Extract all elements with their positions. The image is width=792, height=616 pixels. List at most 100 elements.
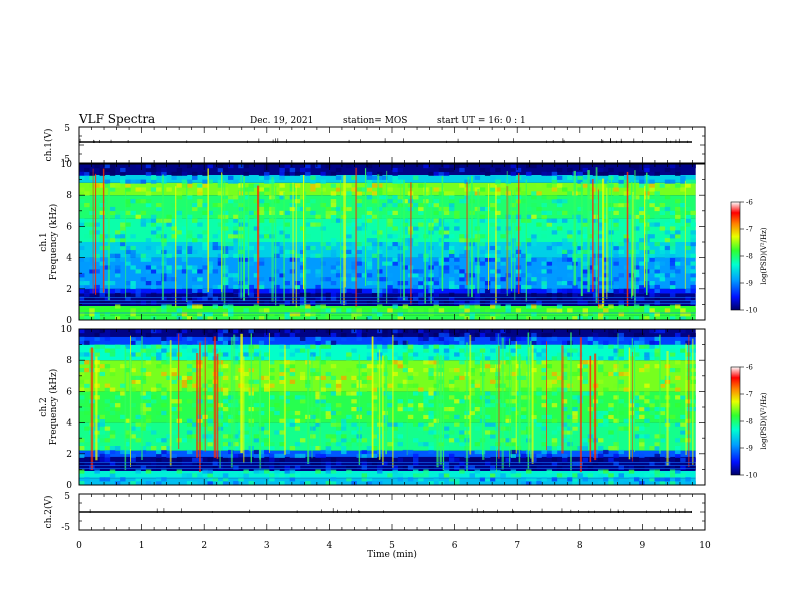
spectrogram-cell [546,171,553,176]
spectrogram-cell [186,245,193,251]
spectrogram-cell [382,340,388,345]
spectrogram-cell [649,312,655,317]
spectrogram-cell [402,368,409,373]
spectrogram-cell [551,265,558,270]
spectrogram-cell [603,308,609,313]
spectrogram-cell [140,449,147,455]
spectrogram-cell [613,371,619,377]
spectrogram-cell [99,167,105,173]
spectrogram-cell [690,269,696,274]
spectrogram-cell [192,292,198,297]
spectrogram-cell [284,469,290,474]
spectrogram-cell [675,395,681,400]
spectrogram-cell [592,179,599,184]
spectrogram-cell [577,300,583,305]
spectrogram-cell [228,292,234,297]
spectrogram-cell [233,300,239,305]
spectrogram-cell [603,371,609,377]
spectrogram-cell [618,242,624,247]
spectrogram-cell [541,446,547,451]
spectrogram-cell [490,336,496,341]
spectrogram-cell [258,403,265,408]
date-label: Dec. 19, 2021 [250,116,313,126]
spectrogram-cell [382,277,388,282]
spectrogram-cell [150,387,157,392]
spectrogram-cell [305,312,311,317]
spectrogram-cell [145,269,152,274]
spectrogram-cell [79,222,85,227]
spectrogram-cell [428,422,434,427]
spectrogram-cell [551,187,558,192]
spectrogram-cell [433,391,439,396]
spectrogram-cell [140,410,147,416]
spectrogram-cell [484,308,491,313]
spectrogram-cell [212,203,219,208]
spectrogram-cell [361,368,368,373]
spectrogram-cell [520,407,527,412]
spectrogram-cell [397,332,404,338]
spectrogram-cell [89,222,95,227]
spectrogram-cell [171,371,177,377]
spectrogram-cell [366,195,373,200]
spectrogram-cell [448,344,455,349]
spectrogram-cell [387,473,393,478]
spectrogram-cell [659,434,666,439]
spectrogram-cell [387,308,393,313]
spectrogram-cell [587,265,594,270]
spectrogram-cell [294,453,301,458]
spectrogram-cell [263,296,270,301]
spectrogram-cell [685,477,691,482]
spectrogram-cell [186,340,193,345]
spectrogram-cell [592,284,599,290]
spectrogram-cell [166,434,172,439]
spectrogram-cell [243,383,249,388]
spectrogram-cell [454,210,460,215]
spectrogram-cell [649,410,655,416]
spectrogram-cell [371,183,378,188]
spectrogram-cell [608,477,614,482]
spectrogram-streak [178,333,180,450]
spectrogram-cell [248,183,255,188]
spectrogram-cell [253,288,260,293]
spectrogram-cell [233,203,239,208]
spectrogram-cell [654,340,660,345]
spectrogram-cell [305,481,311,486]
spectrogram-cell [258,410,265,416]
spectrogram-cell [541,171,547,176]
spectrogram-cell [562,430,568,435]
spectrogram-cell [289,469,296,474]
spectrogram-cell [156,414,162,419]
spectrogram-cell [438,261,445,266]
spectrogram-cell [263,308,270,313]
spectrogram-cell [197,277,203,282]
spectrogram-cell [592,214,599,219]
spectrogram-cell [685,222,691,227]
spectrogram-cell [582,360,589,365]
spectrogram-cell [284,222,290,227]
spectrogram-cell [351,399,357,404]
spectrogram-cell [412,296,419,301]
spectrogram-cell [443,461,450,466]
spectrogram-streak [207,168,209,293]
spectrogram-cell [371,308,378,313]
spectrogram-cell [541,269,547,274]
spectrogram-cell [150,261,157,266]
spectrogram-cell [654,461,660,466]
spectrogram-cell [84,340,90,345]
spectrogram-cell [562,238,568,243]
spectrogram-cell [217,332,224,338]
spectrogram-cell [654,364,660,369]
spectrogram-cell [243,171,249,176]
spectrogram-cell [577,171,583,176]
spectrogram-cell [243,164,249,169]
spectrogram-cell [145,230,152,235]
spectrogram-cell [633,249,640,254]
spectrogram-cell [79,218,85,223]
spectrogram-cell [428,371,434,377]
spectrogram-cell [633,210,640,215]
spectrogram-cell [392,245,398,251]
spectrogram-cell [443,473,450,478]
spectrogram-cell [675,449,681,455]
spectrogram-cell [577,257,583,262]
spectrogram-streak [496,347,498,472]
